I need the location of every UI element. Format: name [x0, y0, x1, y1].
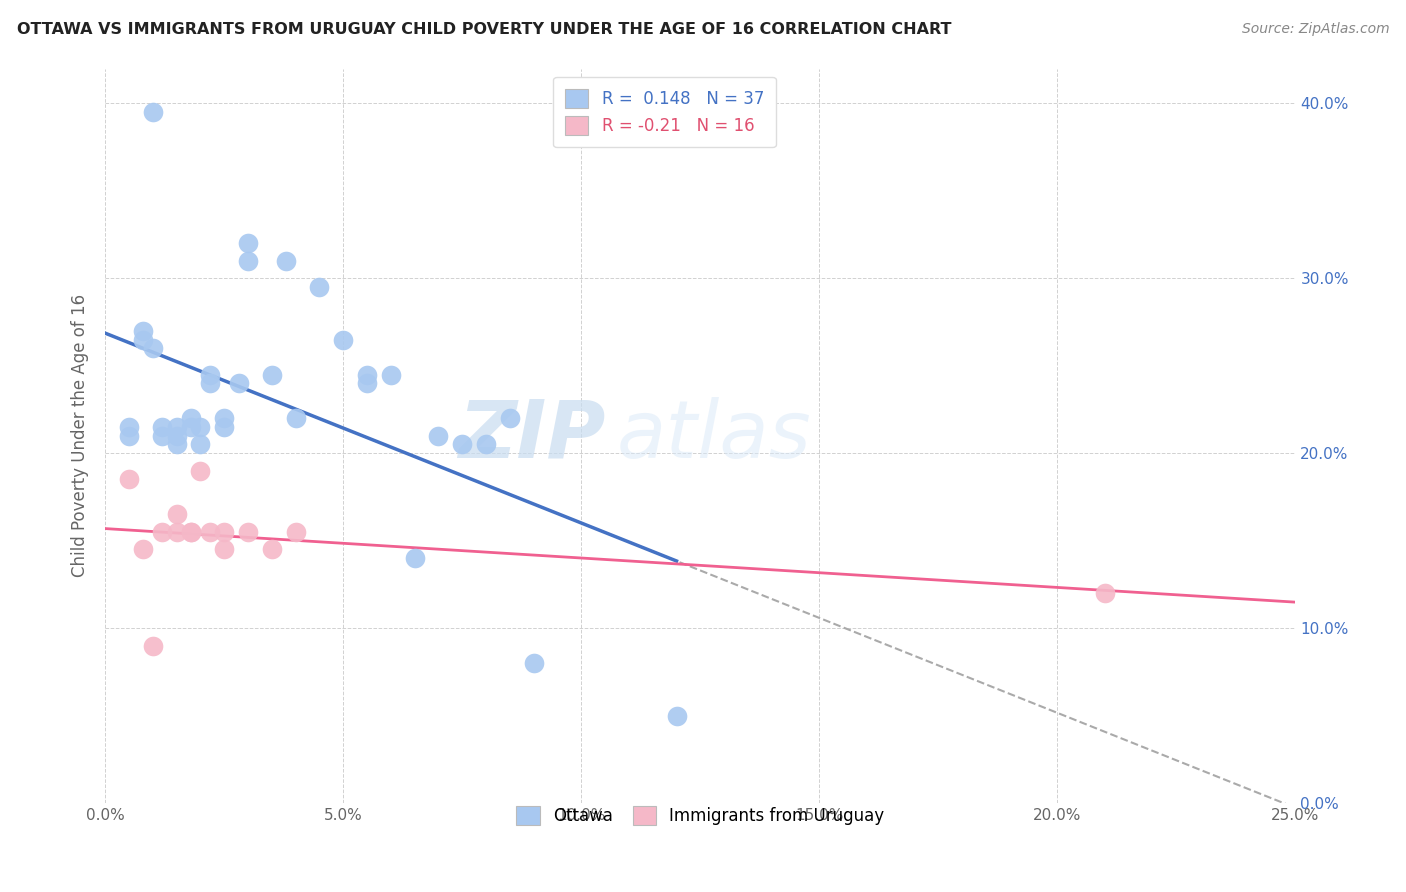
Point	[150, 428, 173, 442]
Point	[132, 333, 155, 347]
Point	[308, 280, 330, 294]
Point	[356, 376, 378, 391]
Point	[180, 420, 202, 434]
Point	[404, 551, 426, 566]
Point	[142, 341, 165, 355]
Point	[166, 437, 188, 451]
Point	[166, 524, 188, 539]
Point	[118, 428, 141, 442]
Point	[118, 420, 141, 434]
Point	[180, 524, 202, 539]
Point	[166, 508, 188, 522]
Point	[132, 324, 155, 338]
Point	[180, 411, 202, 425]
Point	[427, 428, 450, 442]
Point	[198, 368, 221, 382]
Point	[198, 376, 221, 391]
Point	[236, 253, 259, 268]
Point	[150, 524, 173, 539]
Point	[284, 524, 307, 539]
Point	[166, 428, 188, 442]
Point	[475, 437, 498, 451]
Point	[190, 420, 212, 434]
Point	[180, 524, 202, 539]
Point	[260, 368, 283, 382]
Point	[132, 542, 155, 557]
Point	[284, 411, 307, 425]
Text: OTTAWA VS IMMIGRANTS FROM URUGUAY CHILD POVERTY UNDER THE AGE OF 16 CORRELATION : OTTAWA VS IMMIGRANTS FROM URUGUAY CHILD …	[17, 22, 952, 37]
Point	[212, 542, 235, 557]
Text: ZIP: ZIP	[458, 397, 605, 475]
Point	[276, 253, 298, 268]
Point	[198, 524, 221, 539]
Point	[142, 105, 165, 120]
Point	[150, 420, 173, 434]
Point	[118, 473, 141, 487]
Point	[451, 437, 474, 451]
Point	[356, 368, 378, 382]
Point	[212, 411, 235, 425]
Point	[190, 464, 212, 478]
Point	[212, 524, 235, 539]
Point	[142, 639, 165, 653]
Point	[236, 524, 259, 539]
Point	[260, 542, 283, 557]
Text: Source: ZipAtlas.com: Source: ZipAtlas.com	[1241, 22, 1389, 37]
Point	[332, 333, 354, 347]
Text: atlas: atlas	[617, 397, 811, 475]
Point	[190, 437, 212, 451]
Point	[499, 411, 522, 425]
Point	[166, 420, 188, 434]
Point	[665, 708, 688, 723]
Point	[380, 368, 402, 382]
Y-axis label: Child Poverty Under the Age of 16: Child Poverty Under the Age of 16	[72, 294, 89, 577]
Point	[228, 376, 250, 391]
Point	[1094, 586, 1116, 600]
Point	[236, 236, 259, 251]
Legend: Ottawa, Immigrants from Uruguay: Ottawa, Immigrants from Uruguay	[506, 796, 894, 835]
Point	[212, 420, 235, 434]
Point	[523, 656, 546, 670]
